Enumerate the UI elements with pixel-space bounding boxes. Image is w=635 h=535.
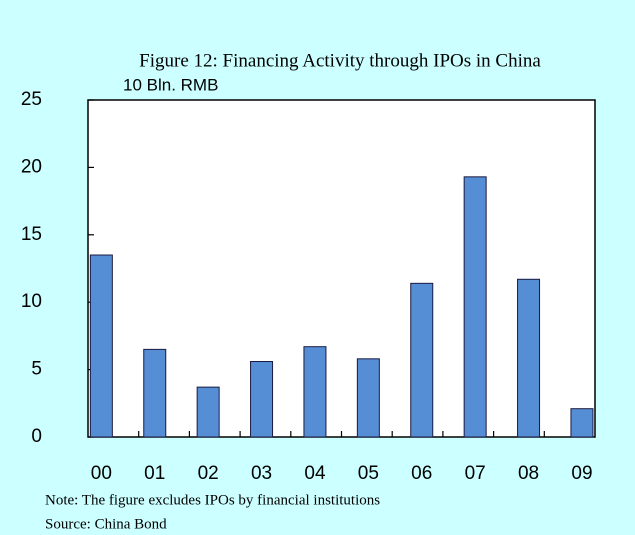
- x-tick-label: 04: [304, 463, 326, 484]
- bar: [517, 278, 541, 438]
- bar: [196, 386, 220, 438]
- y-tick-label: 0: [31, 426, 42, 447]
- y-tick-label: 25: [21, 89, 42, 110]
- bar: [463, 176, 487, 438]
- x-tick-label: 03: [251, 463, 272, 484]
- y-tick-label: 10: [21, 291, 42, 312]
- x-tick-label: 00: [91, 463, 112, 484]
- bar: [89, 254, 113, 438]
- bar: [143, 348, 167, 438]
- chart-title: Figure 12: Financing Activity through IP…: [139, 50, 541, 71]
- x-tick-label: 02: [198, 463, 219, 484]
- x-tick-label: 07: [465, 463, 486, 484]
- note: Note: The figure excludes IPOs by financ…: [45, 492, 380, 508]
- y-tick-label: 20: [21, 156, 42, 177]
- x-tick-label: 09: [571, 463, 592, 484]
- bar: [356, 358, 380, 438]
- plot-area: [87, 99, 596, 438]
- x-tick-label: 06: [411, 463, 432, 484]
- y-tick-label: 5: [31, 359, 42, 380]
- bar: [410, 282, 434, 438]
- x-tick-label: 01: [144, 463, 165, 484]
- bar: [570, 408, 594, 438]
- bar: [250, 361, 274, 438]
- source: Source: China Bond: [45, 516, 167, 532]
- x-tick-label: 08: [518, 463, 539, 484]
- y-axis-label: 10 Bln. RMB: [123, 75, 218, 94]
- y-tick-label: 15: [21, 224, 42, 245]
- x-tick-label: 05: [358, 463, 379, 484]
- bar: [303, 346, 327, 438]
